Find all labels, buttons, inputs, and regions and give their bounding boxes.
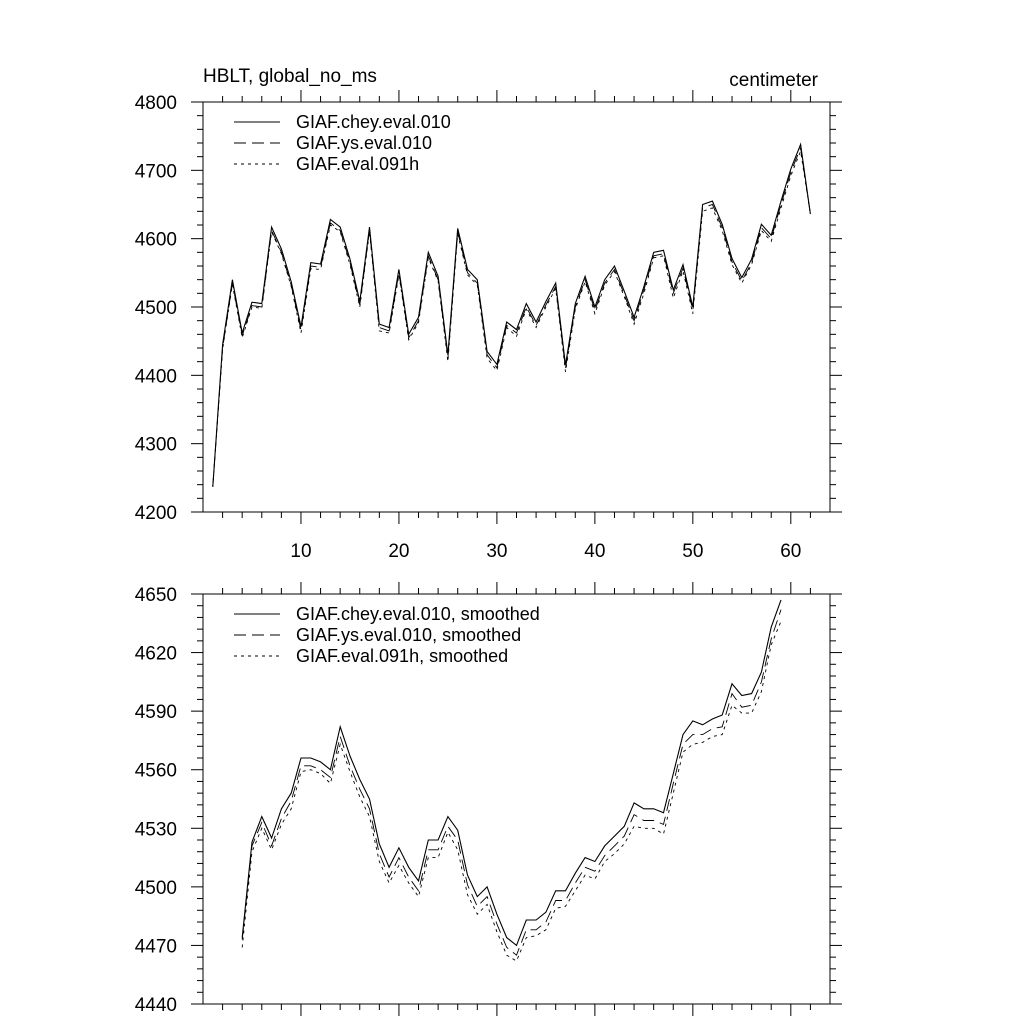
series-line-solid: [241, 599, 782, 947]
y-tick-label: 4300: [135, 435, 177, 456]
y-tick-label: 4400: [135, 366, 177, 387]
x-tick-label: 20: [388, 541, 409, 562]
legend-label: GIAF.eval.091h: [296, 154, 419, 174]
legend-label: GIAF.ys.eval.010, smoothed: [296, 625, 521, 645]
x-tick-label: 50: [682, 541, 703, 562]
y-tick-label: 4620: [135, 644, 177, 665]
legend-label: GIAF.chey.eval.010: [296, 112, 451, 132]
legend-label: GIAF.ys.eval.010: [296, 133, 432, 153]
x-tick-label: 60: [780, 541, 801, 562]
y-tick-label: 4800: [135, 93, 177, 114]
chart-title: HBLT, global_no_ms: [203, 66, 377, 87]
y-tick-label: 4530: [135, 819, 177, 840]
y-tick-label: 4470: [135, 936, 177, 957]
y-tick-label: 4200: [135, 503, 177, 524]
y-tick-label: 4500: [135, 878, 177, 899]
series-line-dashed: [212, 146, 811, 487]
top-panel: 10 20 30 40 50 60 4200 4300 4400 4500 4600 4700 4800…: [135, 90, 842, 562]
y-tick-label: 4600: [135, 230, 177, 251]
bottom-panel: 4440 4470 4500 4530 4560 4590 4620 4650 GIAF.che…: [135, 582, 842, 1016]
legend-label: GIAF.eval.091h, smoothed: [296, 646, 508, 666]
y-tick-label: 4650: [135, 585, 177, 606]
series-line-solid: [212, 142, 811, 487]
series-line-dotted: [212, 149, 811, 487]
x-tick-label: 30: [486, 541, 507, 562]
y-tick-label: 4700: [135, 161, 177, 182]
y-tick-label: 4500: [135, 298, 177, 319]
x-tick-label: 10: [290, 541, 311, 562]
units-label: centimeter: [729, 70, 818, 91]
y-tick-label: 4560: [135, 761, 177, 782]
y-tick-label: 4590: [135, 702, 177, 723]
series-line-dotted: [241, 621, 782, 962]
x-tick-label: 40: [584, 541, 605, 562]
y-tick-label: 4440: [135, 995, 177, 1016]
series-line-dashed: [241, 609, 782, 956]
legend-label: GIAF.chey.eval.010, smoothed: [296, 604, 540, 624]
